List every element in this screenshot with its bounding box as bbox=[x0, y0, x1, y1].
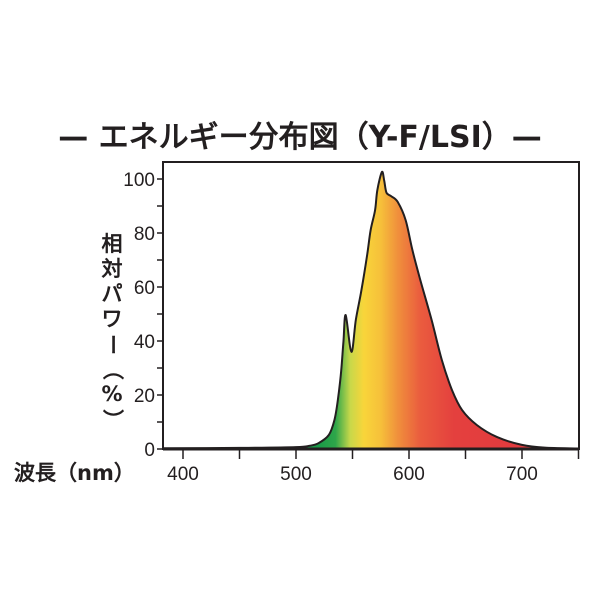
y-axis: 0 20 40 60 80 100 bbox=[123, 170, 163, 461]
x-tick-label: 400 bbox=[167, 464, 199, 485]
x-tick-label: 700 bbox=[506, 464, 538, 485]
y-axis-label-char: 相 bbox=[101, 232, 123, 256]
spectrum-curve bbox=[163, 170, 579, 450]
y-axis-label-char: パ bbox=[101, 282, 123, 306]
spectrum-area-fill bbox=[163, 171, 579, 449]
y-axis-label: 相 対 パ ワ ー （ % ） bbox=[96, 232, 128, 432]
y-axis-label-char: % bbox=[101, 382, 123, 406]
y-axis-label-char: ワ bbox=[101, 307, 123, 331]
y-axis-label-char: 対 bbox=[101, 257, 123, 281]
chart-title: — エネルギー分布図（Y-F/LSI）— bbox=[58, 120, 542, 155]
x-axis: 400 500 600 700 bbox=[163, 447, 580, 485]
y-tick-label: 100 bbox=[123, 170, 155, 191]
y-tick-label: 40 bbox=[134, 332, 155, 353]
x-tick-label: 500 bbox=[280, 464, 312, 485]
plot-area bbox=[163, 170, 579, 450]
y-tick-label: 0 bbox=[144, 440, 155, 461]
x-axis-label: 波長（nm） bbox=[14, 461, 135, 485]
y-tick-label: 80 bbox=[134, 224, 155, 245]
y-tick-label: 60 bbox=[134, 278, 155, 299]
x-tick-label: 600 bbox=[393, 464, 425, 485]
y-tick-label: 20 bbox=[134, 386, 155, 407]
